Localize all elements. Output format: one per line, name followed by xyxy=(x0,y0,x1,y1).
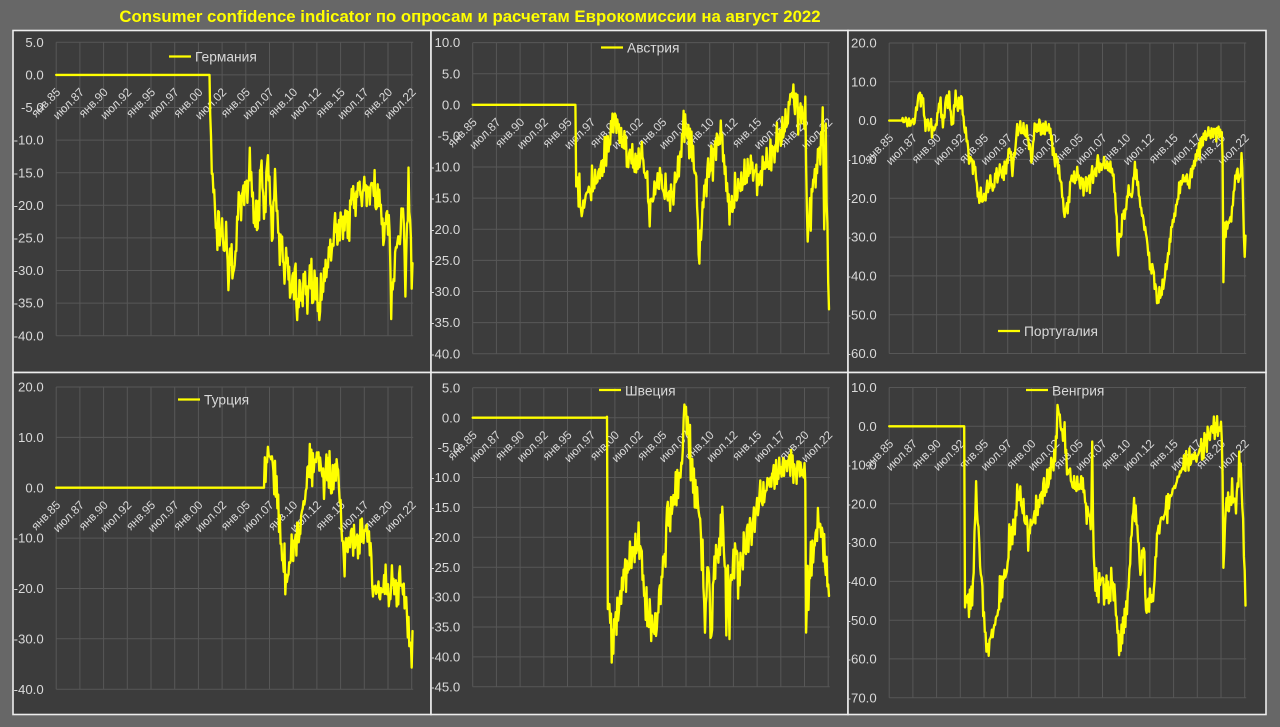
svg-text:-15.0: -15.0 xyxy=(430,191,460,206)
svg-text:5.0: 5.0 xyxy=(25,35,43,50)
svg-text:-10.0: -10.0 xyxy=(14,531,44,546)
svg-text:-30.0: -30.0 xyxy=(430,284,460,299)
svg-text:10.0: 10.0 xyxy=(851,74,877,89)
svg-text:-20.0: -20.0 xyxy=(847,496,877,511)
svg-text:-70.0: -70.0 xyxy=(847,690,877,705)
svg-text:-10.0: -10.0 xyxy=(847,458,877,473)
svg-text:10.0: 10.0 xyxy=(435,35,461,50)
svg-text:-20.0: -20.0 xyxy=(430,222,460,237)
svg-text:0.0: 0.0 xyxy=(858,113,876,128)
svg-text:-40.0: -40.0 xyxy=(430,650,460,665)
svg-text:-20.0: -20.0 xyxy=(14,581,44,596)
svg-text:5.0: 5.0 xyxy=(442,380,460,395)
svg-text:-20.0: -20.0 xyxy=(847,191,877,206)
svg-text:10.0: 10.0 xyxy=(851,380,877,395)
svg-text:-10.0: -10.0 xyxy=(430,470,460,485)
svg-text:-25.0: -25.0 xyxy=(430,253,460,268)
svg-text:Consumer confidence indicator: Consumer confidence indicator по опросам… xyxy=(119,7,820,26)
svg-text:-35.0: -35.0 xyxy=(14,296,44,311)
svg-text:5.0: 5.0 xyxy=(442,66,460,81)
svg-text:-60.0: -60.0 xyxy=(847,346,877,361)
svg-text:0.0: 0.0 xyxy=(442,410,460,425)
svg-text:-25.0: -25.0 xyxy=(430,560,460,575)
svg-text:0.0: 0.0 xyxy=(25,68,43,83)
svg-text:-30.0: -30.0 xyxy=(430,590,460,605)
svg-text:-5.0: -5.0 xyxy=(437,129,460,144)
svg-text:-5.0: -5.0 xyxy=(21,100,44,115)
svg-text:-40.0: -40.0 xyxy=(847,574,877,589)
svg-text:-25.0: -25.0 xyxy=(14,231,44,246)
svg-text:-30.0: -30.0 xyxy=(14,631,44,646)
svg-text:Венгрия: Венгрия xyxy=(1052,384,1104,399)
svg-text:-10.0: -10.0 xyxy=(847,152,877,167)
svg-text:20.0: 20.0 xyxy=(18,380,44,395)
svg-text:-20.0: -20.0 xyxy=(14,198,44,213)
svg-text:-15.0: -15.0 xyxy=(430,500,460,515)
svg-text:-45.0: -45.0 xyxy=(430,679,460,694)
svg-text:-50.0: -50.0 xyxy=(847,613,877,628)
svg-text:-50.0: -50.0 xyxy=(847,307,877,322)
svg-text:-60.0: -60.0 xyxy=(847,652,877,667)
svg-text:-5.0: -5.0 xyxy=(437,440,460,455)
svg-text:-40.0: -40.0 xyxy=(14,682,44,697)
svg-text:Германия: Германия xyxy=(195,50,257,65)
svg-text:-30.0: -30.0 xyxy=(14,263,44,278)
svg-text:Турция: Турция xyxy=(204,393,249,408)
svg-text:Швеция: Швеция xyxy=(625,384,676,399)
svg-text:-30.0: -30.0 xyxy=(847,230,877,245)
svg-text:20.0: 20.0 xyxy=(851,36,877,51)
svg-text:-15.0: -15.0 xyxy=(14,165,44,180)
svg-text:-40.0: -40.0 xyxy=(430,346,460,361)
svg-text:Португалия: Португалия xyxy=(1024,324,1098,339)
svg-text:-30.0: -30.0 xyxy=(847,535,877,550)
svg-text:-10.0: -10.0 xyxy=(14,133,44,148)
svg-text:-10.0: -10.0 xyxy=(430,160,460,175)
svg-text:10.0: 10.0 xyxy=(18,430,44,445)
svg-text:-35.0: -35.0 xyxy=(430,620,460,635)
svg-text:-35.0: -35.0 xyxy=(430,315,460,330)
svg-text:-20.0: -20.0 xyxy=(430,530,460,545)
svg-text:0.0: 0.0 xyxy=(442,97,460,112)
svg-text:0.0: 0.0 xyxy=(25,480,43,495)
svg-text:0.0: 0.0 xyxy=(858,419,876,434)
svg-text:-40.0: -40.0 xyxy=(847,269,877,284)
svg-text:Австрия: Австрия xyxy=(627,40,679,55)
svg-text:-40.0: -40.0 xyxy=(14,328,44,343)
